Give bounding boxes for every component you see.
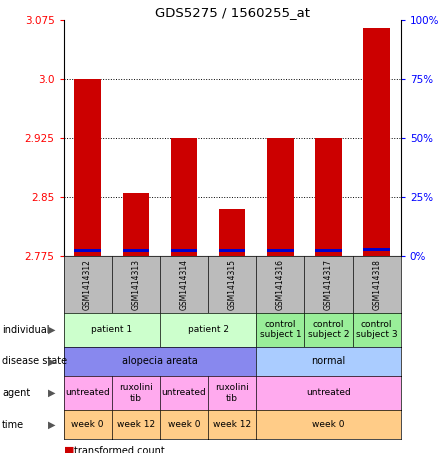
Text: transformed count: transformed count (74, 446, 165, 453)
Text: week 0: week 0 (71, 420, 104, 429)
Bar (74, 79, 101, 256)
Bar (267, 249, 293, 251)
Text: week 12: week 12 (213, 420, 251, 429)
Title: GDS5275 / 1560255_at: GDS5275 / 1560255_at (155, 6, 310, 19)
Text: time: time (2, 419, 25, 430)
Text: ▶: ▶ (48, 324, 56, 335)
Text: untreated: untreated (65, 389, 110, 397)
Text: disease state: disease state (2, 356, 67, 366)
Text: untreated: untreated (306, 389, 351, 397)
Bar (315, 249, 342, 251)
Text: week 0: week 0 (312, 420, 345, 429)
Text: control
subject 2: control subject 2 (308, 320, 349, 339)
Bar (171, 138, 197, 256)
Text: GSM1414315: GSM1414315 (228, 259, 237, 310)
Text: GSM1414312: GSM1414312 (83, 259, 92, 310)
Bar (123, 249, 149, 251)
Text: GSM1414316: GSM1414316 (276, 259, 285, 310)
Text: agent: agent (2, 388, 30, 398)
Text: control
subject 3: control subject 3 (356, 320, 398, 339)
Text: GSM1414314: GSM1414314 (180, 259, 188, 310)
Bar (219, 249, 245, 251)
Bar (171, 249, 197, 251)
Bar (364, 28, 390, 256)
Text: GSM1414318: GSM1414318 (372, 259, 381, 310)
Text: ▶: ▶ (48, 356, 56, 366)
Text: individual: individual (2, 324, 49, 335)
Text: untreated: untreated (162, 389, 206, 397)
Bar (74, 249, 101, 251)
Text: alopecia areata: alopecia areata (122, 356, 198, 366)
Text: week 0: week 0 (168, 420, 200, 429)
Text: patient 2: patient 2 (187, 325, 229, 334)
Text: week 12: week 12 (117, 420, 155, 429)
Text: ruxolini
tib: ruxolini tib (215, 383, 249, 403)
Text: GSM1414317: GSM1414317 (324, 259, 333, 310)
Text: GSM1414313: GSM1414313 (131, 259, 140, 310)
Bar (123, 193, 149, 256)
Bar (315, 138, 342, 256)
Text: ruxolini
tib: ruxolini tib (119, 383, 153, 403)
Bar (267, 138, 293, 256)
Text: ▶: ▶ (48, 388, 56, 398)
Text: patient 1: patient 1 (91, 325, 132, 334)
Bar (364, 249, 390, 251)
Text: ▶: ▶ (48, 419, 56, 430)
Text: normal: normal (311, 356, 346, 366)
Text: ■: ■ (64, 446, 74, 453)
Bar (219, 209, 245, 256)
Text: control
subject 1: control subject 1 (259, 320, 301, 339)
